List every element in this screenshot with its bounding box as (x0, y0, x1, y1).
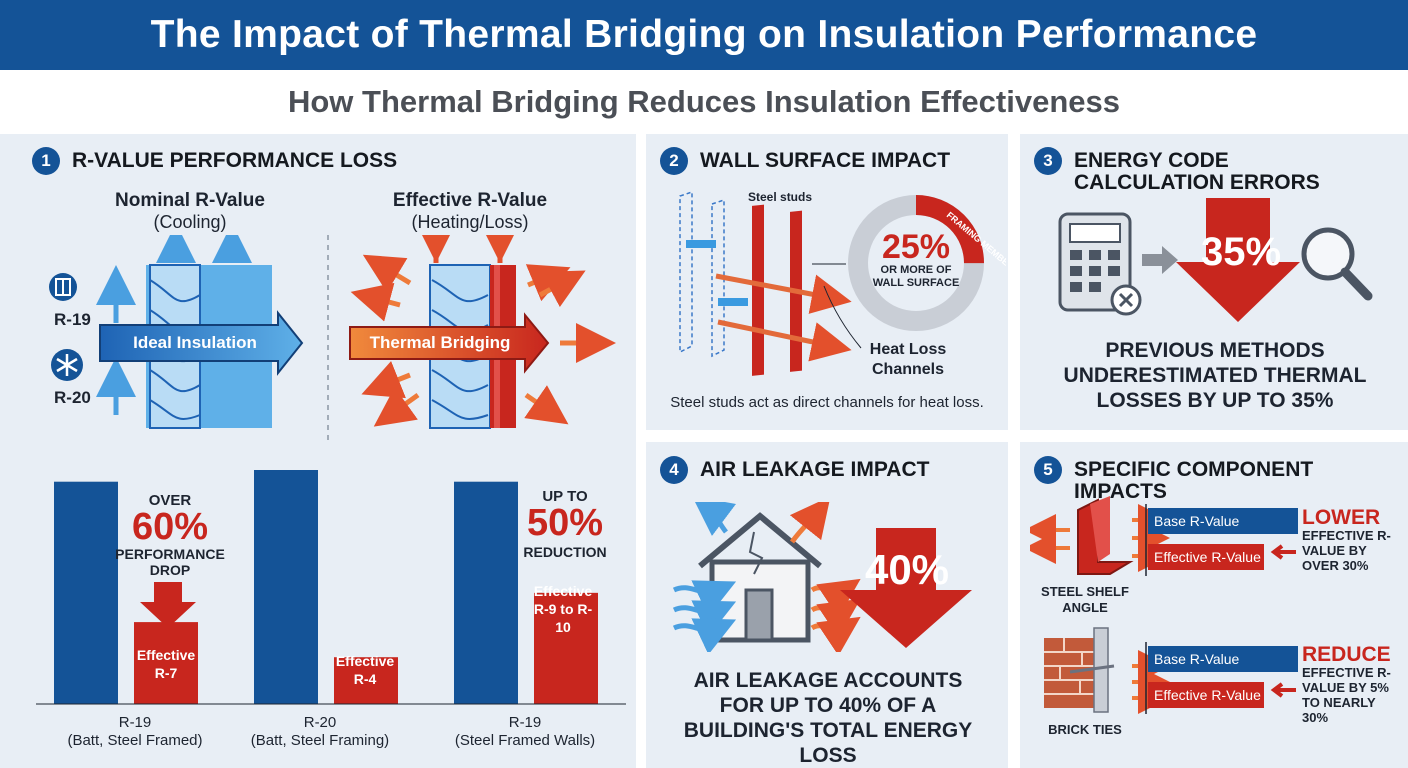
bar-2-base-sub: (Batt, Steel Framing) (250, 732, 390, 749)
component-1-base-label: Base R-Value (1154, 513, 1240, 529)
page-title: The Impact of Thermal Bridging on Insula… (150, 13, 1258, 56)
ring-percent: 25% (881, 228, 951, 266)
insulation-illustration (49, 235, 616, 445)
bar-effective-1 (134, 622, 198, 704)
callout-1-top: OVER (148, 492, 192, 509)
panel-5-title: SPECIFIC COMPONENT IMPACTS (1074, 458, 1314, 503)
panel-3-number: 3 (1034, 147, 1062, 175)
component-2-effective-label: Effective R-Value (1154, 687, 1261, 703)
panel-4-arrow-percent: 40% (864, 546, 950, 593)
component-2-headline: REDUCE (1302, 643, 1391, 666)
component-illustration (1030, 496, 1298, 714)
bar-effective-2 (334, 657, 398, 704)
panel-3-arrow-percent: 35% (1200, 230, 1282, 274)
callout-1-big: 60% (131, 506, 209, 548)
panel-4-number: 4 (660, 456, 688, 484)
callout-3-bottom: REDUCTION (523, 544, 607, 560)
bar-3-effective-label: Effective R-9 to R-10 (533, 583, 593, 635)
panel-3-title: ENERGY CODE CALCULATION ERRORS (1074, 149, 1320, 194)
shelf-angle-icon (1077, 496, 1134, 575)
panel-1-title: R-VALUE PERFORMANCE LOSS (72, 149, 398, 172)
bar-effective-3 (534, 592, 598, 704)
ring-sub: OR MORE OF WALL SURFACE (872, 264, 960, 289)
bar-nominal-2 (254, 470, 318, 704)
component-2-detail: EFFECTIVE R-VALUE BY 5% TO NEARLY 30% (1302, 665, 1391, 725)
brick-icon (1044, 627, 1115, 713)
ideal-insulation-label: Ideal Insulation (133, 333, 257, 352)
label-r19: R-19 (54, 310, 91, 329)
component-1-effective-label: Effective R-Value (1154, 549, 1261, 565)
callout-3-top: UP TO (542, 488, 588, 505)
snowflake-icon (51, 349, 83, 381)
panel-4-header: 4 AIR LEAKAGE IMPACT (660, 456, 929, 484)
ring-arc (848, 195, 984, 331)
label-r20: R-20 (54, 388, 91, 407)
panel-1-header: 1 R-VALUE PERFORMANCE LOSS (32, 147, 397, 175)
magnifier-icon (1301, 227, 1373, 301)
calculator-icon (1058, 212, 1142, 316)
panel-5-header: 5 SPECIFIC COMPONENT IMPACTS (1034, 456, 1408, 503)
bar-2-effective-label: Effective R-4 (335, 653, 395, 687)
panel-2-number: 2 (660, 147, 688, 175)
bar-1-effective-label: Effective R-7 (136, 647, 196, 681)
bar-1-base-sub: (Batt, Steel Framed) (67, 732, 203, 749)
steel-stud-illustration: FRAMING MEMBERS (679, 190, 1006, 376)
air-leakage-illustration (672, 502, 972, 652)
bar-nominal-3 (454, 481, 518, 704)
component-1-detail: EFFECTIVE R-VALUE BY OVER 30% (1302, 528, 1391, 573)
channels-label: Heat Loss Channels (869, 341, 947, 378)
nominal-title: Nominal R-Value (115, 190, 265, 211)
panel-2-caption: Steel studs act as direct channels for h… (670, 394, 984, 411)
wall-icon (49, 273, 77, 301)
studs-label: Steel studs (748, 190, 813, 204)
component-2-base-label: Base R-Value (1154, 651, 1240, 667)
panel-3-header: 3 ENERGY CODE CALCULATION ERRORS (1034, 147, 1324, 194)
bar-1-base-label: R-19 (118, 714, 152, 731)
panel-4-title: AIR LEAKAGE IMPACT (700, 458, 930, 481)
panel-2-header: 2 WALL SURFACE IMPACT (660, 147, 950, 175)
bar-3-base-sub: (Steel Framed Walls) (454, 732, 596, 749)
subtitle-bar (0, 70, 1408, 134)
energy-code-illustration (1058, 198, 1373, 322)
thermal-bridging-label: Thermal Bridging (369, 333, 511, 352)
page-subtitle: How Thermal Bridging Reduces Insulation … (287, 84, 1120, 119)
panel-component-impacts (1020, 442, 1408, 768)
effective-title: Effective R-Value (392, 190, 548, 211)
nominal-subtitle: (Cooling) (153, 212, 227, 232)
title-bar (0, 0, 1408, 70)
panel-4-statement: AIR LEAKAGE ACCOUNTS FOR UP TO 40% OF A … (683, 669, 973, 767)
panel-1-number: 1 (32, 147, 60, 175)
r-value-bar-chart (36, 470, 626, 705)
bar-nominal-1 (54, 481, 118, 704)
panel-5-number: 5 (1034, 456, 1062, 484)
panel-2-title: WALL SURFACE IMPACT (700, 149, 951, 172)
bar-3-base-label: R-19 (508, 714, 542, 731)
effective-subtitle: (Heating/Loss) (411, 212, 529, 232)
house-icon (698, 512, 822, 643)
bar-2-base-label: R-20 (303, 714, 337, 731)
down-arrow-icon (140, 582, 196, 628)
component-1-headline: LOWER (1302, 506, 1381, 529)
callout-3-big: 50% (526, 502, 604, 544)
panel-3-statement: PREVIOUS METHODS UNDERESTIMATED THERMAL … (1063, 339, 1367, 412)
component-2-name: BRICK TIES (1048, 722, 1122, 737)
callout-1-bottom: PERFORMANCE DROP (115, 546, 225, 578)
component-1-name: STEEL SHELF ANGLE (1041, 584, 1129, 615)
